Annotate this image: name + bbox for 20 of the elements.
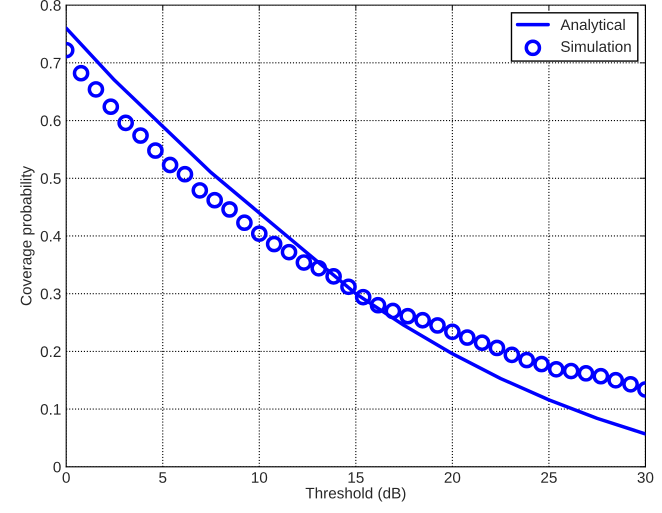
y-axis-title: Coverage probability bbox=[20, 166, 35, 306]
y-tick-label: 0.8 bbox=[40, 0, 61, 11]
y-tick-label: 0.5 bbox=[40, 173, 61, 184]
y-tick-label: 0.3 bbox=[40, 288, 61, 300]
x-tick-label: 10 bbox=[252, 472, 268, 483]
y-tick-label: 0.4 bbox=[40, 230, 61, 242]
x-axis-title: Threshold (dB) bbox=[306, 487, 406, 502]
y-tick-label: 0.6 bbox=[40, 115, 61, 126]
y-tick-label: 0.1 bbox=[40, 404, 61, 415]
x-tick-label: 20 bbox=[444, 472, 460, 483]
y-tick-label: 0.7 bbox=[40, 58, 61, 69]
x-tick-label: 25 bbox=[541, 472, 557, 483]
x-tick-label: 0 bbox=[62, 472, 70, 483]
x-tick-label: 15 bbox=[348, 472, 364, 483]
y-tick-label: 0 bbox=[53, 462, 61, 473]
legend-label: Simulation bbox=[561, 40, 631, 52]
x-tick-label: 30 bbox=[638, 472, 654, 483]
x-tick-label: 5 bbox=[159, 472, 166, 483]
legend-label: Analytical bbox=[560, 18, 625, 34]
y-tick-label: 0.2 bbox=[40, 346, 61, 358]
